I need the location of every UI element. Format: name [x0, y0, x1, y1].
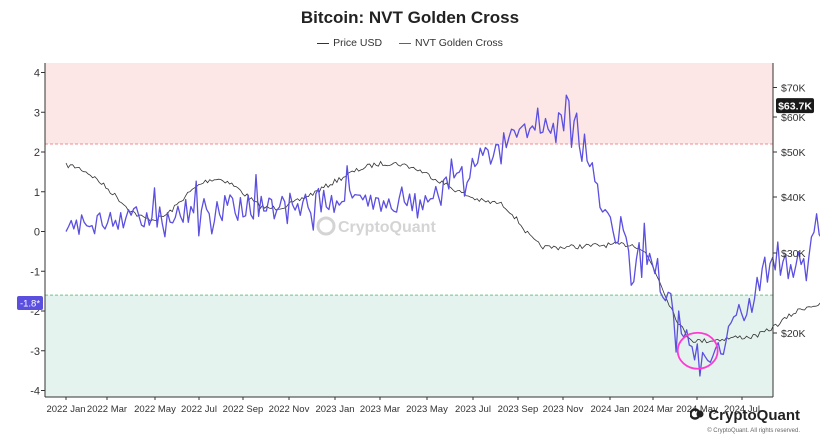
current-nvt-badge — [17, 296, 43, 311]
x-tick-label-3: 2022 Jul — [181, 404, 217, 415]
undervalued-zone — [45, 295, 773, 397]
current-price-badge — [776, 98, 814, 114]
watermark-logo-icon — [316, 216, 336, 236]
x-tick-label-1: 2022 Mar — [87, 404, 127, 415]
x-tick-label-12: 2024 Jan — [590, 404, 629, 415]
legend-item-price[interactable]: Price USD — [317, 37, 382, 49]
right-tick-label-5: $20K — [781, 328, 806, 340]
annotations — [676, 331, 719, 370]
left-tick-label-4: 4 — [34, 68, 40, 80]
legend-swatch-nvt — [399, 42, 411, 44]
left-tick-label--1: -1 — [30, 266, 40, 278]
left-tick-label--3: -3 — [30, 346, 40, 358]
x-tick-label-4: 2022 Sep — [223, 404, 264, 415]
left-tick-label-2: 2 — [34, 147, 40, 159]
chart-legend: Price USD NVT Golden Cross — [0, 37, 820, 49]
brand-name: CryptoQuant — [708, 407, 800, 424]
left-tick-label-3: 3 — [34, 107, 40, 119]
copyright: © CryptoQuant. All rights reserved. — [707, 428, 800, 434]
right-tick-label-3: $40K — [781, 192, 806, 204]
right-tick-label-4: $30K — [781, 248, 806, 260]
highlight-circle-1 — [676, 331, 719, 370]
legend-item-nvt[interactable]: NVT Golden Cross — [399, 37, 503, 49]
x-tick-label-8: 2023 May — [406, 404, 448, 415]
x-tick-label-7: 2023 Mar — [360, 404, 400, 415]
left-tick-label-0: 0 — [34, 227, 40, 239]
left-tick-label-1: 1 — [34, 187, 40, 199]
watermark-text: CryptoQuant — [338, 219, 436, 236]
zone-bands — [45, 63, 773, 397]
x-tick-label-11: 2023 Nov — [543, 404, 584, 415]
right-tick-label-0: $70K — [781, 83, 806, 95]
cryptoquant-logo-icon — [690, 408, 704, 420]
x-tick-label-6: 2023 Jan — [315, 404, 354, 415]
left-tick-label--4: -4 — [30, 386, 40, 398]
x-tick-label-2: 2022 May — [134, 404, 176, 415]
x-tick-label-10: 2023 Sep — [498, 404, 539, 415]
watermark: CryptoQuant — [316, 216, 436, 236]
overvalued-zone — [45, 63, 773, 145]
current-nvt-label: -1.8* — [20, 299, 40, 310]
current-price-label: $63.7K — [778, 101, 812, 113]
chart-title: Bitcoin: NVT Golden Cross — [300, 8, 520, 27]
right-tick-label-1: $60K — [781, 112, 806, 124]
x-tick-label-9: 2023 Jul — [455, 404, 491, 415]
x-tick-label-5: 2022 Nov — [269, 404, 310, 415]
brand-mark: CryptoQuant — [690, 407, 800, 424]
left-tick-label--2: -2 — [30, 306, 40, 318]
legend-label-price: Price USD — [333, 37, 383, 49]
nvt-layer — [65, 94, 820, 377]
nvt-series-line — [65, 94, 820, 377]
x-tick-label-15: 2024 Jul — [724, 404, 760, 415]
right-tick-label-2: $50K — [781, 147, 806, 159]
x-tick-label-13: 2024 Mar — [633, 404, 673, 415]
legend-label-nvt: NVT Golden Cross — [415, 37, 503, 49]
x-tick-label-0: 2022 Jan — [46, 404, 85, 415]
legend-swatch-price — [317, 42, 330, 44]
